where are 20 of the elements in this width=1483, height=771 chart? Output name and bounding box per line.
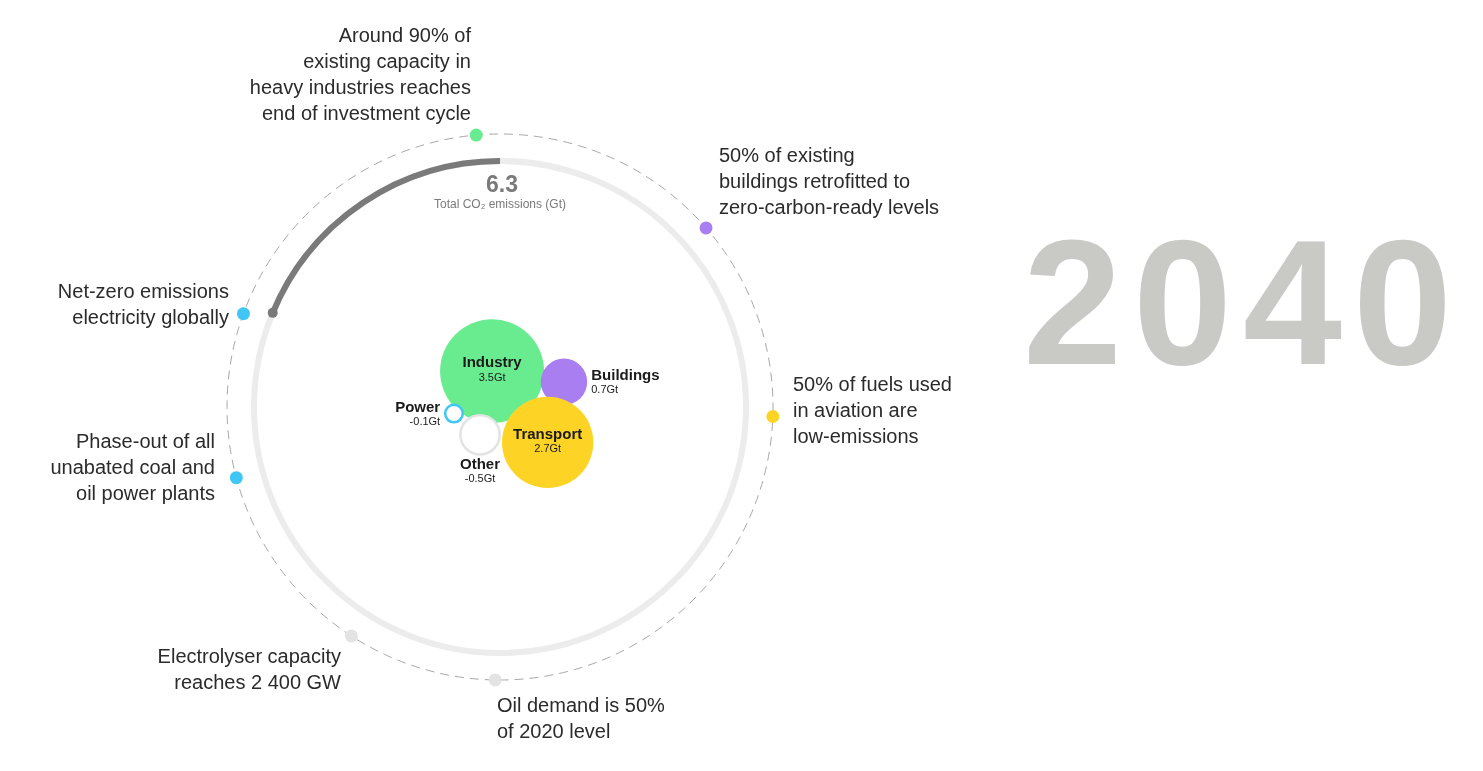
text: 50% of existing buildings retrofitted to zero-carbon-ready levels <box>719 143 940 220</box>
text: 2040 <box>1023 203 1463 402</box>
data-label: 3.5Gt <box>478 371 506 384</box>
data-label: 2.7Gt <box>534 442 562 455</box>
text: Around 90% of existing capacity in heavy industries reaches end of investment cycle <box>249 23 471 126</box>
text: Electrolyser capacity reaches 2 400 GW <box>157 644 341 695</box>
text: Oil demand is 50% of 2020 level <box>497 693 665 744</box>
text: 50% of fuels used in aviation are low-emissions <box>793 372 952 449</box>
text: 6.3 <box>486 171 518 197</box>
text: Net-zero emissions electricity globally <box>57 279 229 330</box>
data-label: 0.7Gt <box>591 382 619 395</box>
data-label: -0.1Gt <box>409 414 441 427</box>
text: Total CO₂ emissions (Gt) <box>433 196 567 212</box>
data-label: -0.5Gt <box>464 471 496 484</box>
category-label: Industry <box>462 353 523 371</box>
text: Phase-out of all unabated coal and oil power plants <box>50 429 215 506</box>
category-label: Power <box>395 397 441 415</box>
category-label: Buildings <box>591 365 660 383</box>
category-label: Transport <box>513 424 583 442</box>
category-label: Other <box>460 454 501 472</box>
